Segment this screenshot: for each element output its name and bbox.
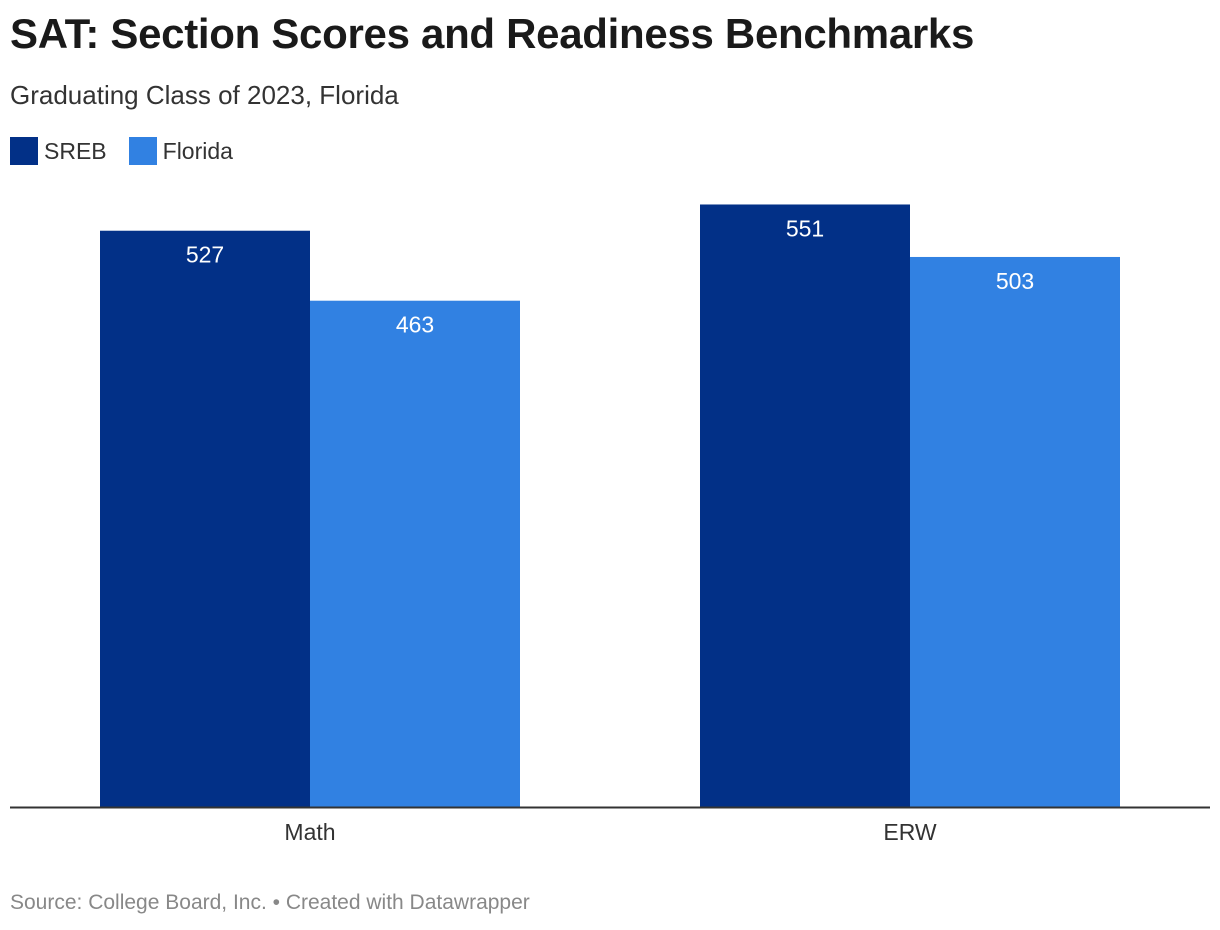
legend-item-florida: Florida	[128, 137, 233, 165]
data-label-math-sreb: 527	[186, 242, 224, 268]
source-note: Source: College Board, Inc. • Created wi…	[10, 891, 530, 914]
bar-math-florida	[310, 300, 520, 807]
x-tick-label-erw: ERW	[883, 819, 937, 845]
bar-math-sreb	[100, 230, 310, 808]
data-label-math-florida: 463	[396, 312, 434, 338]
chart-subtitle: Graduating Class of 2023, Florida	[10, 80, 399, 110]
data-label-erw-sreb: 551	[786, 215, 824, 241]
chart-title: SAT: Section Scores and Readiness Benchm…	[10, 10, 975, 57]
legend: SREB Florida	[10, 136, 255, 166]
legend-label-florida: Florida	[162, 137, 233, 164]
legend-item-sreb: SREB	[10, 137, 107, 165]
legend-swatch-florida	[128, 137, 157, 165]
legend-swatch-sreb	[10, 137, 38, 165]
data-label-erw-florida: 503	[996, 268, 1034, 294]
bar-erw-florida	[910, 256, 1120, 808]
bar-erw-sreb	[700, 204, 910, 807]
x-tick-label-math: Math	[284, 819, 335, 845]
legend-label-sreb: SREB	[44, 137, 107, 164]
